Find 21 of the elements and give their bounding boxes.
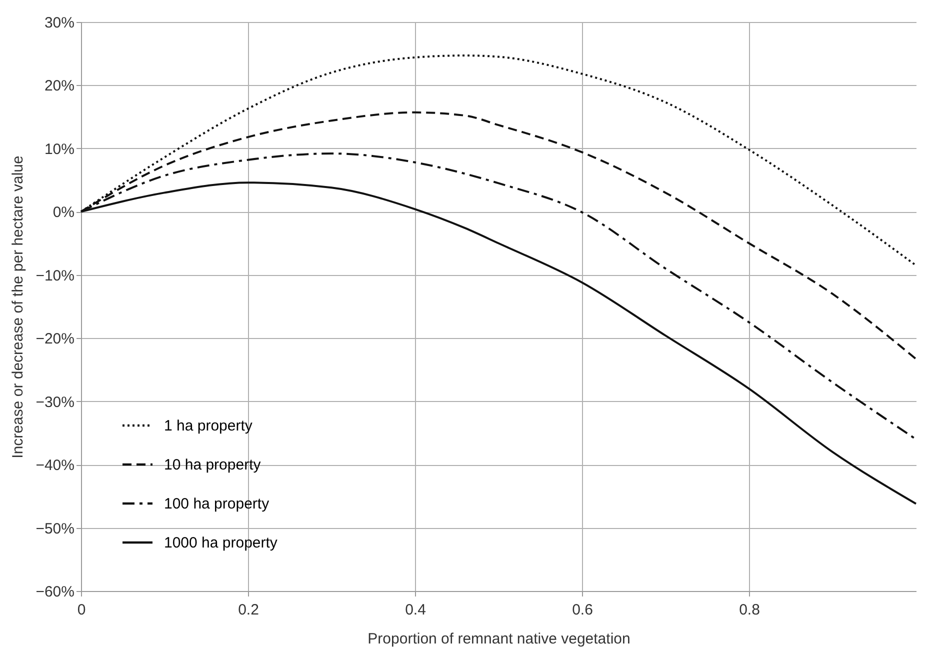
y-tick-label: 30% — [44, 14, 74, 32]
y-tick-label: −20% — [36, 330, 74, 348]
y-tick-label: 20% — [44, 78, 74, 95]
x-tick-label: 0.4 — [405, 602, 426, 618]
y-tick-label: −10% — [36, 267, 74, 284]
y-tick-label: −40% — [36, 457, 74, 474]
y-tick-label: −50% — [36, 520, 74, 538]
y-tick-label: −60% — [36, 584, 74, 600]
x-tick-label: 0.6 — [572, 602, 593, 618]
legend-label: 100 ha property — [164, 496, 270, 512]
legend-label: 1000 ha property — [164, 534, 278, 552]
y-tick-label: 10% — [44, 140, 74, 158]
x-tick-label: 0.2 — [238, 602, 259, 618]
x-axis-title: Proportion of remnant native vegetation — [368, 630, 630, 648]
x-tick-label: 0.8 — [739, 602, 760, 618]
legend-label: 10 ha property — [164, 456, 262, 474]
y-tick-label: 0% — [52, 204, 74, 222]
x-tick-label: 0 — [77, 602, 86, 618]
legend-label: 1 ha property — [164, 418, 253, 434]
y-axis-title: Increase or decrease of the per hectare value — [10, 156, 27, 458]
y-tick-label: −30% — [36, 394, 74, 411]
